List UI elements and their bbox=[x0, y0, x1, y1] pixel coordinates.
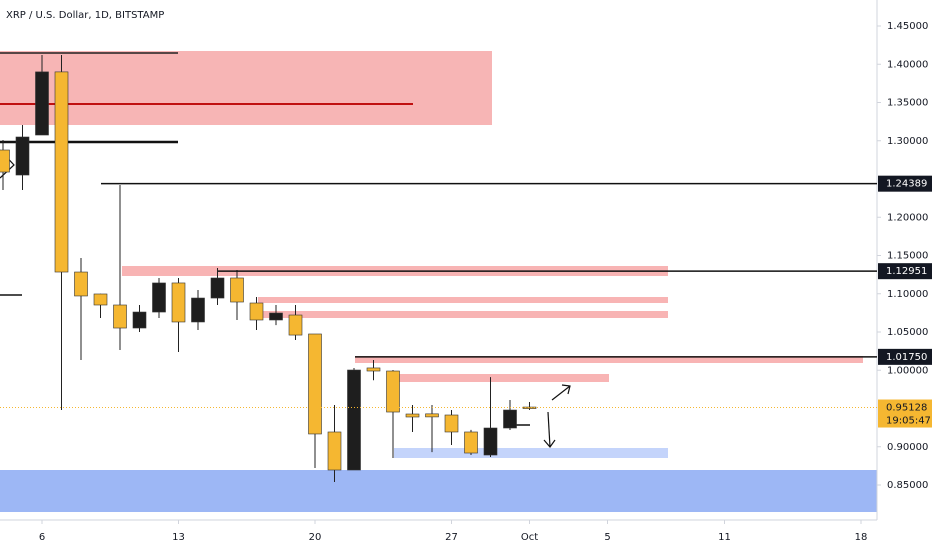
candle-body bbox=[210, 277, 225, 299]
price-label: 1.12951 bbox=[886, 266, 927, 277]
candle-body bbox=[288, 314, 303, 336]
x-tick-label: 20 bbox=[309, 532, 322, 543]
chart-title: XRP / U.S. Dollar, 1D, BITSTAMP bbox=[6, 10, 164, 21]
candle-body bbox=[249, 302, 264, 321]
candle-body bbox=[171, 282, 186, 323]
y-tick-label: 0.85000 bbox=[887, 480, 928, 491]
support-zone bbox=[394, 448, 668, 458]
x-tick-label: 5 bbox=[604, 532, 610, 543]
up-arrow bbox=[551, 385, 571, 401]
candle-body bbox=[308, 333, 322, 435]
up-arrow-head bbox=[561, 384, 571, 395]
candle-body bbox=[269, 312, 283, 321]
price-label-box bbox=[878, 263, 932, 280]
y-tick-label: 0.90000 bbox=[887, 442, 928, 453]
candle-body bbox=[483, 427, 498, 456]
y-tick-label: 1.10000 bbox=[887, 289, 928, 300]
x-tick-label: Oct bbox=[521, 532, 538, 543]
candle-body bbox=[230, 277, 244, 303]
y-tick-label: 1.45000 bbox=[887, 21, 928, 32]
candle-body bbox=[425, 413, 439, 418]
demand-zone bbox=[0, 470, 877, 512]
resistance-zone bbox=[258, 311, 668, 318]
current-price-box bbox=[878, 399, 932, 428]
y-tick-label: 1.40000 bbox=[887, 59, 928, 70]
price-label-box bbox=[878, 175, 932, 192]
down-arrow-head bbox=[543, 439, 556, 448]
y-tick-label: 1.35000 bbox=[887, 98, 928, 109]
candle-body bbox=[464, 431, 478, 454]
price-label-box bbox=[878, 348, 932, 365]
candle-body bbox=[15, 136, 30, 176]
candle-body bbox=[503, 409, 517, 429]
candle-body bbox=[191, 297, 205, 323]
candle-body bbox=[347, 369, 361, 471]
x-tick-label: 18 bbox=[855, 532, 868, 543]
supply-zone bbox=[0, 51, 492, 125]
candle-body bbox=[444, 414, 459, 433]
candle-body bbox=[366, 367, 381, 372]
y-tick-label: 1.15000 bbox=[887, 251, 928, 262]
candle-body bbox=[0, 149, 10, 173]
resistance-zone bbox=[394, 374, 609, 382]
current-price-label: 0.95128 bbox=[886, 403, 927, 414]
candle-body bbox=[93, 293, 108, 306]
candle-body bbox=[405, 413, 420, 418]
x-tick-label: 11 bbox=[718, 532, 731, 543]
price-label: 1.01750 bbox=[886, 352, 927, 363]
candle-body bbox=[386, 370, 400, 413]
candle-body bbox=[152, 282, 166, 313]
resistance-zone bbox=[355, 356, 863, 363]
x-tick-label: 13 bbox=[172, 532, 185, 543]
down-arrow bbox=[547, 411, 551, 448]
countdown-label: 19:05:47 bbox=[886, 416, 931, 427]
candle-body bbox=[327, 431, 342, 471]
x-tick-label: 27 bbox=[445, 532, 458, 543]
price-label: 1.24389 bbox=[886, 179, 927, 190]
candle-body bbox=[113, 304, 127, 329]
x-tick-label: 6 bbox=[39, 532, 45, 543]
y-tick-label: 1.05000 bbox=[887, 327, 928, 338]
candle-body bbox=[54, 71, 69, 273]
resistance-zone bbox=[258, 297, 668, 303]
y-tick-label: 1.30000 bbox=[887, 136, 928, 147]
candle-body bbox=[132, 311, 147, 329]
candle-body bbox=[35, 71, 49, 136]
y-tick-label: 1.00000 bbox=[887, 365, 928, 376]
y-tick-label: 1.20000 bbox=[887, 212, 928, 223]
candle-body bbox=[74, 271, 88, 297]
